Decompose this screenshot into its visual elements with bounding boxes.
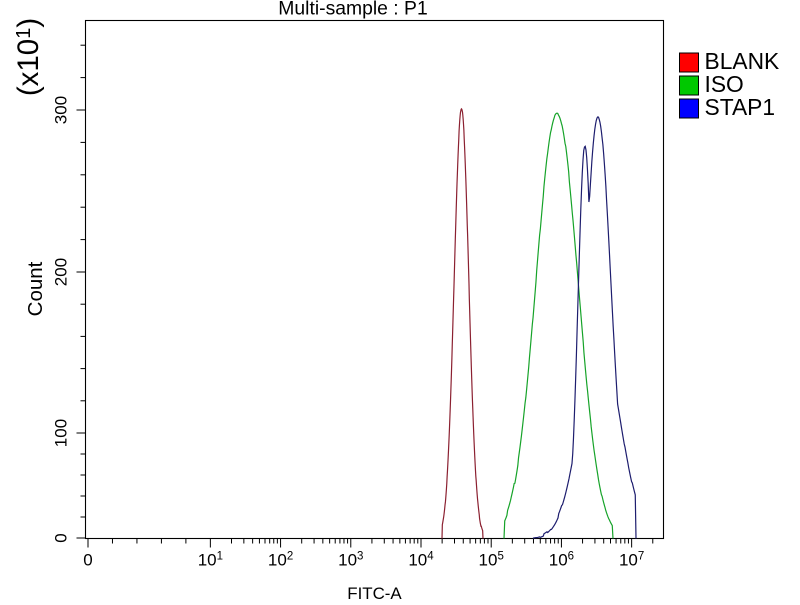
svg-text:Multi-sample : P1: Multi-sample : P1 [278,0,427,20]
svg-text:0: 0 [83,551,92,570]
svg-text:200: 200 [52,258,71,286]
svg-text:0: 0 [52,533,71,542]
svg-text:STAP1: STAP1 [705,94,776,120]
svg-text:100: 100 [52,419,71,447]
svg-text:Count: Count [24,261,47,316]
svg-text:300: 300 [52,96,71,124]
svg-text:FITC-A: FITC-A [347,584,402,600]
